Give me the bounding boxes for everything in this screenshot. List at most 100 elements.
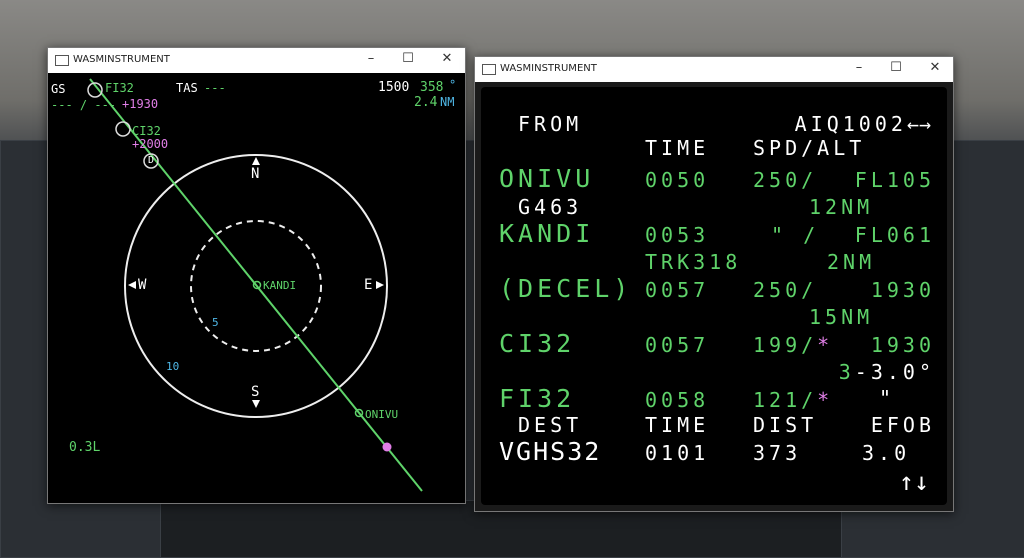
east-pointer bbox=[376, 281, 384, 289]
decel-circle bbox=[143, 153, 159, 169]
heading-unit: ° bbox=[449, 78, 457, 92]
south-pointer bbox=[252, 400, 260, 408]
west-pointer bbox=[128, 281, 136, 289]
dest-airport[interactable]: VGHS32 bbox=[499, 437, 602, 466]
dest-time-header: TIME bbox=[645, 413, 710, 437]
efob-value: 3.0 bbox=[862, 441, 911, 465]
track-trk318: TRK318 bbox=[645, 250, 742, 274]
minimize-button[interactable]: – bbox=[367, 51, 375, 66]
app-icon bbox=[482, 64, 496, 75]
slew-arrows-icon[interactable]: ←→ bbox=[906, 112, 931, 136]
alt-onivu[interactable]: FL105 bbox=[854, 168, 935, 192]
waypoint-kandi-label: KANDI bbox=[263, 279, 297, 292]
dest-dist-header: DIST bbox=[753, 413, 818, 437]
nd-window: WASMINSTRUMENT – ☐ ✕ GS --- / --- FI32 +… bbox=[47, 47, 466, 504]
wpt-fi32[interactable]: FI32 bbox=[499, 384, 576, 413]
dest-dist: 373 bbox=[753, 441, 802, 465]
waypoint-ci32-label: CI32 bbox=[132, 124, 161, 138]
constraint-star: * bbox=[817, 388, 834, 412]
fpa-row: 3-3.0° bbox=[839, 362, 935, 382]
tas-value: --- bbox=[204, 81, 226, 95]
spd-alt-header: SPD/ALT bbox=[753, 136, 866, 160]
close-button[interactable]: ✕ bbox=[441, 51, 453, 66]
title-bar[interactable]: WASMINSTRUMENT – ☐ ✕ bbox=[475, 57, 953, 82]
spd-decel[interactable]: 250/ bbox=[753, 278, 818, 302]
waypoint-ci32-circle bbox=[115, 121, 131, 137]
wpt-onivu[interactable]: ONIVU bbox=[499, 164, 595, 193]
spd-kandi[interactable]: " / bbox=[771, 223, 820, 247]
range-ring-label-10: 10 bbox=[166, 360, 180, 373]
time-decel: 0057 bbox=[645, 278, 710, 302]
range-ring-label-5: 5 bbox=[212, 316, 219, 329]
airway-g463: G463 bbox=[518, 195, 583, 219]
waypoint-fi32-circle bbox=[87, 82, 103, 98]
compass-rose-ring bbox=[124, 154, 388, 418]
aircraft-position-dot bbox=[382, 442, 392, 452]
compass-e: E bbox=[364, 277, 373, 293]
gs-value: --- / --- bbox=[51, 98, 117, 112]
ci32-constraint: +2000 bbox=[132, 137, 169, 151]
minimize-button[interactable]: – bbox=[855, 60, 863, 75]
time-header: TIME bbox=[645, 136, 710, 160]
dest-header: DEST bbox=[518, 413, 583, 437]
range-ring-dashed bbox=[190, 220, 322, 352]
waypoint-fi32-label: FI32 bbox=[105, 81, 134, 95]
flight-path-angle: -3.0° bbox=[854, 360, 935, 384]
dist-leg-3: 15NM bbox=[809, 305, 874, 329]
nd-graphics bbox=[87, 78, 423, 492]
gs-label: GS bbox=[51, 82, 66, 96]
title-bar[interactable]: WASMINSTRUMENT – ☐ ✕ bbox=[48, 48, 465, 73]
dest-time: 0101 bbox=[645, 441, 710, 465]
alt-kandi[interactable]: FL061 bbox=[854, 223, 935, 247]
flight-id: AIQ1002 bbox=[794, 112, 907, 136]
wpt-ci32[interactable]: CI32 bbox=[499, 329, 576, 358]
time-ci32: 0057 bbox=[645, 333, 710, 357]
wpt-decel[interactable]: (DECEL) bbox=[499, 274, 633, 303]
alt-fi32[interactable]: " bbox=[879, 386, 896, 410]
window-title: WASMINSTRUMENT bbox=[500, 63, 597, 74]
tas-label: TAS bbox=[176, 81, 198, 95]
close-button[interactable]: ✕ bbox=[929, 60, 941, 75]
alt-ci32[interactable]: 1930 bbox=[870, 333, 935, 357]
time-fi32: 0058 bbox=[645, 388, 710, 412]
flight-plan-route bbox=[89, 78, 423, 492]
spd-value: 121/ bbox=[753, 388, 818, 412]
time-onivu: 0050 bbox=[645, 168, 710, 192]
waypoint-onivu-marker bbox=[354, 408, 364, 418]
waypoint-kandi-marker bbox=[252, 280, 262, 290]
fi32-constraint: +1930 bbox=[122, 97, 159, 111]
spd-value: 199/ bbox=[753, 333, 818, 357]
mcdu-screen: FROM AIQ1002←→ TIME SPD/ALT ONIVU 0050 2… bbox=[481, 87, 947, 505]
decel-label: D bbox=[148, 155, 155, 166]
compass-s: S bbox=[251, 384, 260, 400]
flight-number: AIQ1002←→ bbox=[795, 114, 931, 134]
spd-fi32[interactable]: 121/* bbox=[753, 390, 833, 410]
maximize-button[interactable]: ☐ bbox=[890, 60, 902, 75]
constraint-star: * bbox=[817, 333, 834, 357]
compass-n: N bbox=[251, 166, 260, 182]
alt-decel[interactable]: 1930 bbox=[870, 278, 935, 302]
navigation-display: GS --- / --- FI32 +1930 TAS --- CI32 +20… bbox=[48, 73, 465, 503]
dist-leg-4: 3 bbox=[838, 360, 855, 384]
app-icon bbox=[55, 55, 69, 66]
dist-leg-1: 12NM bbox=[809, 195, 874, 219]
altitude-readout: 1500 bbox=[378, 80, 410, 95]
status-readout: 0.3L bbox=[69, 440, 101, 455]
from-label: FROM bbox=[518, 112, 583, 136]
maximize-button[interactable]: ☐ bbox=[402, 51, 414, 66]
heading-readout: 358 bbox=[420, 80, 444, 95]
efob-header: EFOB bbox=[870, 413, 935, 437]
mcdu-window: WASMINSTRUMENT – ☐ ✕ FROM AIQ1002←→ TIME… bbox=[474, 56, 954, 512]
waypoint-onivu-label: ONIVU bbox=[365, 408, 399, 421]
wpt-kandi[interactable]: KANDI bbox=[499, 219, 595, 248]
compass-w: W bbox=[138, 277, 147, 293]
scroll-arrows-icon[interactable]: ↑↓ bbox=[898, 467, 929, 496]
north-pointer bbox=[252, 157, 260, 165]
window-title: WASMINSTRUMENT bbox=[73, 54, 170, 65]
dist-leg-2: 2NM bbox=[827, 250, 876, 274]
time-kandi: 0053 bbox=[645, 223, 710, 247]
spd-ci32[interactable]: 199/* bbox=[753, 335, 833, 355]
spd-onivu[interactable]: 250/ bbox=[753, 168, 818, 192]
distance-readout: 2.4 bbox=[414, 95, 438, 110]
distance-unit: NM bbox=[440, 95, 455, 109]
